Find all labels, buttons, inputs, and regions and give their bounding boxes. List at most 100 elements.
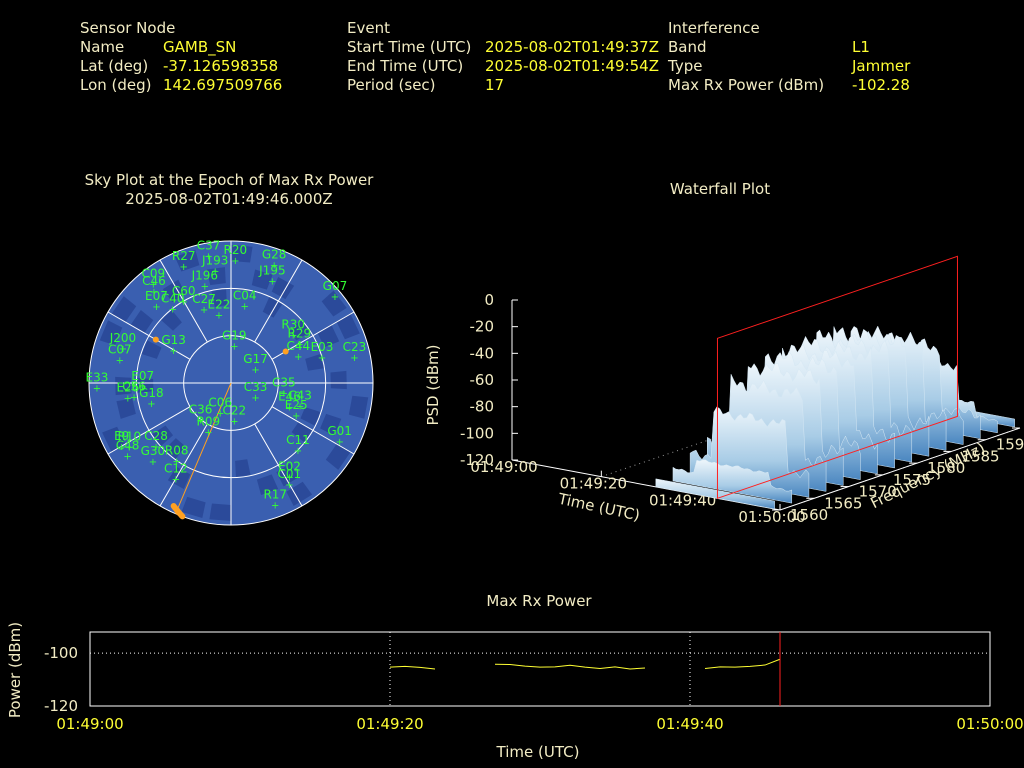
event-period-label: Period (sec)	[347, 76, 436, 94]
satellite-label: E46	[278, 390, 301, 404]
satellite-marker: +	[271, 501, 279, 512]
satellite-marker: +	[116, 355, 124, 366]
psd-tick-label: -100	[460, 424, 494, 442]
sky-mask-block	[137, 378, 154, 393]
sky-mask-block	[251, 269, 273, 290]
satellite-label: C12	[164, 462, 188, 476]
satellite-marker: +	[285, 473, 293, 484]
power-line-series	[494, 663, 646, 670]
sky-mask-block	[211, 289, 227, 307]
satellite-label: C43	[288, 388, 312, 402]
interference-power-label: Max Rx Power (dBm)	[668, 76, 825, 94]
satellite-marker: +	[179, 297, 187, 308]
power-y-axis-label: Power (dBm)	[6, 622, 24, 718]
sky-mask-block	[152, 425, 174, 446]
satellite-marker: +	[180, 262, 188, 273]
satellite-label: C22	[222, 404, 246, 418]
sensor-lat-label: Lat (deg)	[80, 57, 149, 75]
jammer-direction-line	[175, 382, 232, 514]
satellite-label: C23	[343, 340, 367, 354]
satellite-marker: +	[268, 277, 276, 288]
satellite-label: C35	[272, 375, 296, 389]
satellite-marker: +	[230, 341, 238, 352]
satellite-label: E02	[278, 460, 301, 474]
psd-tick-label: -60	[470, 371, 495, 389]
satellite-marker: +	[169, 304, 177, 315]
satellite-marker: +	[117, 442, 125, 453]
satellite-marker: +	[123, 451, 131, 462]
satellite-marker: +	[230, 417, 238, 428]
satellite-label: C11	[286, 433, 310, 447]
satellite-label: G19	[222, 328, 247, 342]
satellite-label: C48	[116, 438, 140, 452]
psd-axis-label: PSD (dBm)	[424, 344, 442, 425]
satellite-label: G13	[161, 333, 186, 347]
sky-mask-block	[276, 463, 300, 487]
interference-type-value: Jammer	[852, 57, 911, 75]
satellite-marker: +	[125, 443, 133, 454]
sky-mask-block	[305, 353, 324, 371]
freq-tick-label: 1590	[996, 436, 1024, 454]
satellite-label: C09	[141, 267, 165, 281]
satellite-marker: +	[251, 365, 259, 376]
satellite-label: C36	[189, 402, 213, 416]
satellite-marker: +	[172, 475, 180, 486]
jammer-track-point	[170, 502, 177, 509]
waterfall-surface-strip	[672, 459, 793, 504]
satellite-marker: +	[149, 457, 157, 468]
satellite-label: R08	[165, 444, 189, 458]
freq-tick-label: 1570	[859, 483, 897, 501]
satellite-marker: +	[285, 403, 293, 414]
satellite-marker: +	[292, 411, 300, 422]
psd-tick-label: -20	[470, 318, 495, 336]
sky-mask-block	[336, 314, 360, 340]
max-power-marker-plane	[716, 255, 958, 500]
power-line-series	[389, 665, 436, 670]
satellite-marker: +	[173, 457, 181, 468]
waterfall-freq-axis	[779, 427, 1021, 511]
power-x-tick-label: 01:49:00	[56, 715, 123, 733]
satellite-label: E22	[208, 298, 231, 312]
satellite-marker: +	[294, 446, 302, 457]
freq-tick-label: 1560	[790, 506, 828, 524]
sky-mask-block	[111, 296, 137, 322]
satellite-label: C07	[108, 342, 132, 356]
satellite-marker: +	[211, 267, 219, 278]
satellite-marker: +	[204, 428, 212, 439]
satellite-marker: +	[150, 287, 158, 298]
sensor-lat-value: -37.126598358	[163, 57, 279, 75]
power-plot-title: Max Rx Power	[486, 592, 592, 610]
sky-mask-block	[116, 398, 136, 419]
sky-mask-block	[141, 340, 162, 359]
satellite-label: C46	[142, 274, 166, 288]
satellite-label: R09	[197, 415, 221, 429]
satellite-label: C04	[233, 288, 257, 302]
satellite-marker: +	[93, 384, 101, 395]
sky-mask-block	[256, 474, 279, 496]
sky-mask-block	[300, 407, 321, 426]
satellite-label: R30	[281, 317, 305, 331]
sky-mask-block	[348, 395, 369, 419]
sky-mask-block	[231, 245, 253, 263]
sky-plot-subtitle: 2025-08-02T01:49:46.000Z	[125, 190, 333, 208]
interference-power-value: -102.28	[852, 76, 910, 94]
satellite-marker: +	[201, 281, 209, 292]
waterfall-surface-strip	[655, 478, 775, 510]
sky-mask-block	[271, 277, 295, 300]
satellite-label: C37	[197, 239, 221, 253]
satellite-marker: +	[139, 382, 147, 393]
satellite-marker: +	[294, 352, 302, 363]
sky-azimuth-spoke	[254, 423, 303, 507]
satellite-label: G01	[327, 424, 352, 438]
power-x-tick-label: 01:49:20	[356, 715, 423, 733]
sky-mask-block	[288, 320, 310, 341]
psd-tick-label: -80	[470, 398, 495, 416]
satellite-label: C06	[208, 396, 232, 410]
interference-band-label: Band	[668, 38, 707, 56]
satellite-label: C40	[161, 291, 185, 305]
power-line-series	[704, 658, 781, 669]
satellite-label: C60	[172, 284, 196, 298]
power-x-tick-label: 01:49:40	[656, 715, 723, 733]
sky-mask-block	[325, 444, 351, 470]
